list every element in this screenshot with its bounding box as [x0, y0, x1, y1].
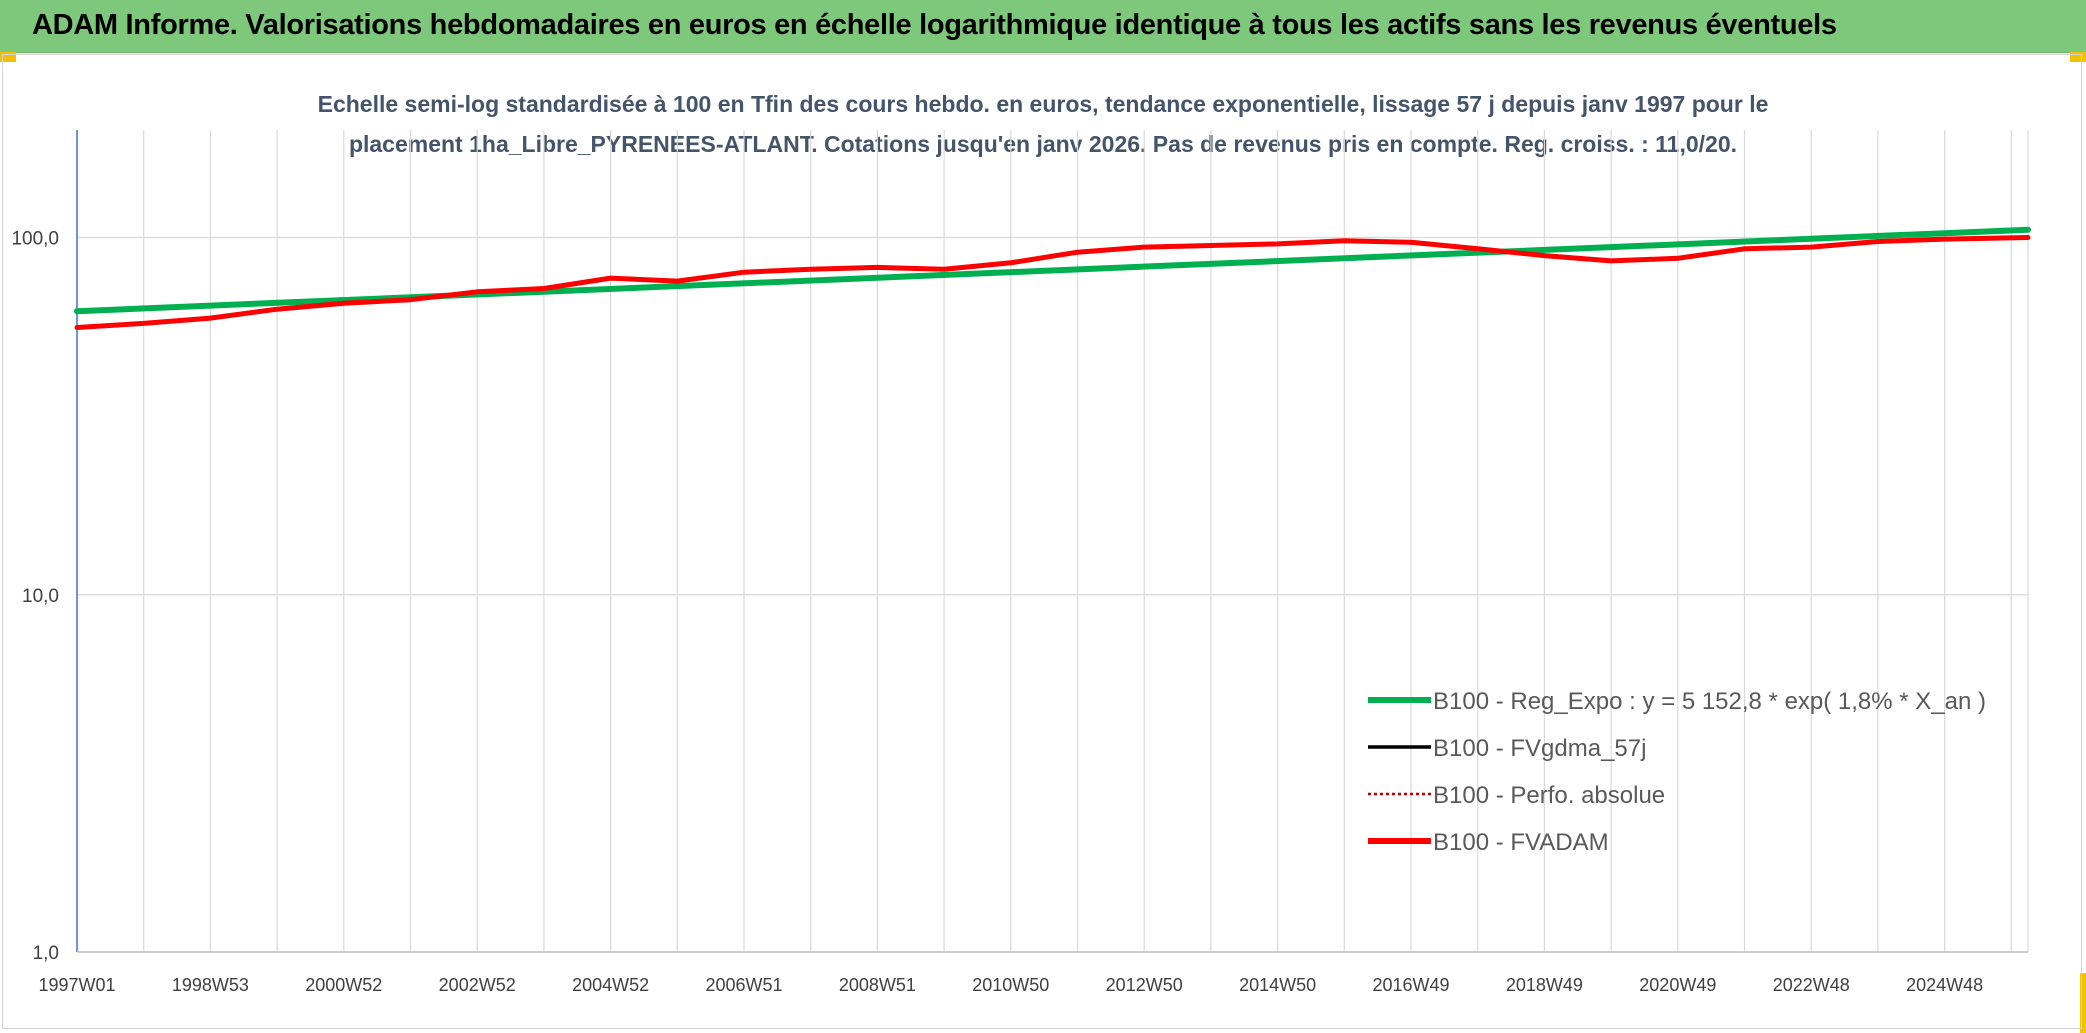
- chart-subtitle-line-1: Echelle semi-log standardisée à 100 en T…: [318, 91, 1769, 117]
- x-tick-label: 2004W52: [572, 975, 649, 995]
- x-tick-label: 1998W53: [172, 975, 249, 995]
- x-tick-label: 2006W51: [705, 975, 782, 995]
- x-tick-label: 1997W01: [38, 975, 115, 995]
- corner-accent-top-left: [0, 52, 16, 62]
- x-tick-label: 2000W52: [305, 975, 382, 995]
- x-tick-label: 2016W49: [1372, 975, 1449, 995]
- x-tick-label: 2014W50: [1239, 975, 1316, 995]
- series-line-0: [74, 226, 2031, 315]
- x-tick-label: 2012W50: [1106, 975, 1183, 995]
- legend: B100 - Reg_Expo : y = 5 152,8 * exp( 1,8…: [1368, 688, 1986, 856]
- x-tick-label: 2008W51: [839, 975, 916, 995]
- y-tick-label: 100,0: [11, 229, 59, 250]
- grid: [77, 130, 2029, 953]
- legend-label: B100 - FVADAM: [1433, 829, 1609, 856]
- series-line-3: [74, 235, 2031, 330]
- header-bar: ADAM Informe. Valorisations hebdomadaire…: [0, 0, 2086, 53]
- series: [74, 226, 2031, 330]
- x-tick-label: 2018W49: [1506, 975, 1583, 995]
- y-tick-label: 10,0: [22, 586, 59, 607]
- x-tick-label: 2024W48: [1906, 975, 1983, 995]
- corner-accent-top-right: [2070, 52, 2086, 62]
- x-tick-label: 2020W49: [1639, 975, 1716, 995]
- page-title: ADAM Informe. Valorisations hebdomadaire…: [32, 9, 1837, 41]
- y-tick-label: 1,0: [33, 943, 59, 964]
- corner-accent-bottom-right: [2080, 973, 2086, 1033]
- chart-subtitle-line-2: placement 1ha_Libre_PYRENEES-ATLANT. Cot…: [349, 131, 1737, 157]
- x-tick-label: 2022W48: [1773, 975, 1850, 995]
- legend-label: B100 - Perfo. absolue: [1433, 782, 1665, 809]
- chart-frame: [2, 54, 2082, 1029]
- axes: 100,0 10,0 1,0 1997W01 1998W53 2000W52 2002W52…: [11, 130, 2028, 995]
- x-tick-label: 2002W52: [439, 975, 516, 995]
- x-tick-label: 2010W50: [972, 975, 1049, 995]
- legend-label: B100 - Reg_Expo : y = 5 152,8 * exp( 1,8…: [1433, 688, 1986, 715]
- legend-label: B100 - FVgdma_57j: [1433, 735, 1646, 762]
